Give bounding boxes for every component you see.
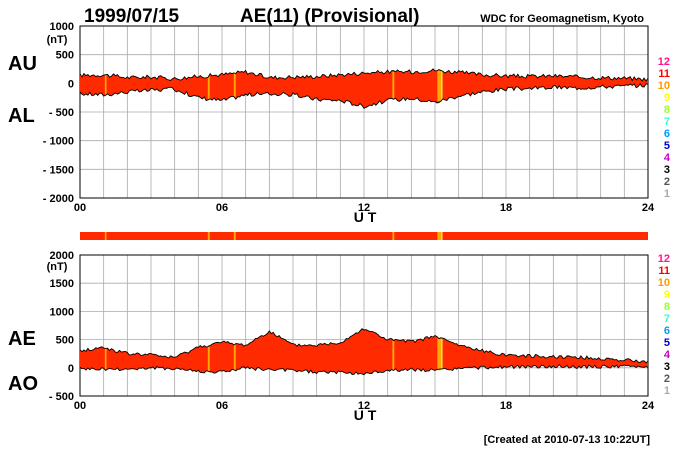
created-timestamp: [Created at 2010-07-13 10:22UT]: [484, 434, 651, 446]
y-tick-label: - 500: [49, 107, 74, 119]
y-tick-label: 1000: [50, 21, 74, 33]
legend-station-8: 8: [664, 301, 670, 313]
legend-station-1: 1: [664, 188, 670, 200]
legend-station-3: 3: [664, 361, 670, 373]
plot-frame: [79, 254, 649, 397]
ao-label: AO: [8, 373, 38, 395]
legend-station-10: 10: [658, 80, 670, 92]
station-highlight-stripe: [207, 75, 210, 99]
x-tick-label: 12: [358, 400, 370, 412]
legend-station-2: 2: [664, 176, 670, 188]
legend-station-4: 4: [664, 349, 671, 361]
date-label: 1999/07/15: [84, 6, 180, 27]
y-tick-label: - 2000: [43, 193, 74, 205]
ae-ao-area: [79, 328, 649, 376]
x-tick-label: 06: [216, 202, 228, 214]
au-al-grid: [79, 25, 649, 199]
station-highlight-stripe: [392, 71, 395, 100]
station-highlight-stripe: [440, 70, 443, 101]
ae-ao-unit-label: (nT): [47, 261, 68, 273]
au-al-area: [79, 68, 649, 109]
y-tick-label: - 1000: [43, 136, 74, 148]
y-tick-label: 500: [56, 50, 74, 62]
au-al-filled-area: [80, 68, 648, 109]
ae-ao-filled-area: [80, 328, 648, 375]
station-strip-segment: [437, 232, 441, 240]
au-al-x-axis-label: U T: [354, 209, 377, 225]
y-tick-label: 1500: [50, 278, 74, 290]
legend-station-2: 2: [664, 373, 670, 385]
al-label: AL: [8, 105, 35, 127]
x-tick-label: 24: [642, 202, 655, 214]
station-highlight-stripe: [392, 340, 395, 371]
ao-line: [79, 363, 649, 376]
y-tick-label: 0: [68, 363, 74, 375]
station-strip: [80, 232, 648, 240]
legend-station-4: 4: [664, 152, 671, 164]
x-tick-label: 06: [216, 400, 228, 412]
x-tick-label: 00: [74, 400, 86, 412]
legend-station-6: 6: [664, 325, 670, 337]
y-tick-label: 1000: [50, 306, 74, 318]
ae-label: AE: [8, 328, 36, 350]
station-highlight-stripe: [104, 74, 107, 95]
y-tick-label: - 1500: [43, 164, 74, 176]
legend-station-8: 8: [664, 104, 670, 116]
station-strip-bar: [80, 232, 648, 240]
legend-station-11: 11: [658, 265, 670, 277]
au-al-panel: 1000 500 0 - 500 - 1000 - 1500 - 2000 00 06 12 18…: [8, 21, 655, 225]
legend-station-9: 9: [664, 92, 670, 104]
au-al-y-tick-labels: 1000 500 0 - 500 - 1000 - 1500 - 2000: [43, 21, 74, 205]
station-highlight-stripe: [437, 337, 441, 371]
legend-station-7: 7: [664, 116, 670, 128]
al-line: [79, 83, 649, 109]
legend-station-7: 7: [664, 313, 670, 325]
plot-frame: [79, 25, 649, 199]
ae-ao-y-tick-labels: 2000 1500 1000 500 0 - 500: [49, 250, 74, 403]
y-tick-label: 0: [68, 78, 74, 90]
x-tick-label: 18: [500, 202, 512, 214]
station-highlight-stripe: [437, 70, 441, 102]
ae-ao-panel: 2000 1500 1000 500 0 - 500 00 06 12 18 24 (nT) AE…: [8, 250, 655, 423]
legend-station-1: 1: [664, 385, 670, 397]
station-highlight-stripe: [233, 73, 236, 98]
x-tick-label: 24: [642, 400, 655, 412]
legend-station-12: 12: [658, 253, 670, 265]
station-highlight-stripe: [233, 343, 236, 370]
ae-ao-x-axis-label: U T: [354, 407, 377, 423]
station-strip-segment: [207, 232, 210, 240]
legend-station-6: 6: [664, 128, 670, 140]
station-strip-segment: [104, 232, 107, 240]
legend-station-5: 5: [664, 337, 670, 349]
station-highlight-stripe: [440, 338, 443, 371]
station-strip-segment: [392, 232, 395, 240]
x-tick-label: 12: [358, 202, 370, 214]
au-line: [79, 68, 649, 82]
station-strip-segment: [233, 232, 236, 240]
ae-ao-x-tick-labels: 00 06 12 18 24: [74, 400, 655, 412]
legend-station-3: 3: [664, 164, 670, 176]
legend-station-9: 9: [664, 289, 670, 301]
au-al-unit-label: (nT): [47, 34, 68, 46]
x-tick-label: 00: [74, 202, 86, 214]
station-strip-segment: [440, 232, 443, 240]
ae-line: [79, 328, 649, 364]
y-tick-label: - 500: [49, 391, 74, 403]
legend-station-11: 11: [658, 68, 670, 80]
station-highlight-stripe: [104, 348, 107, 370]
legend-station-12: 12: [658, 56, 670, 68]
chart-title: AE(11) (Provisional): [240, 6, 420, 27]
au-label: AU: [8, 53, 37, 75]
x-tick-label: 18: [500, 400, 512, 412]
station-highlight-stripe: [207, 344, 210, 372]
y-tick-label: 500: [56, 335, 74, 347]
y-tick-label: 2000: [50, 250, 74, 262]
legend-station-10: 10: [658, 277, 670, 289]
source-label: WDC for Geomagnetism, Kyoto: [480, 13, 644, 25]
au-al-x-tick-labels: 00 06 12 18 24: [74, 202, 655, 214]
legend-station-5: 5: [664, 140, 670, 152]
